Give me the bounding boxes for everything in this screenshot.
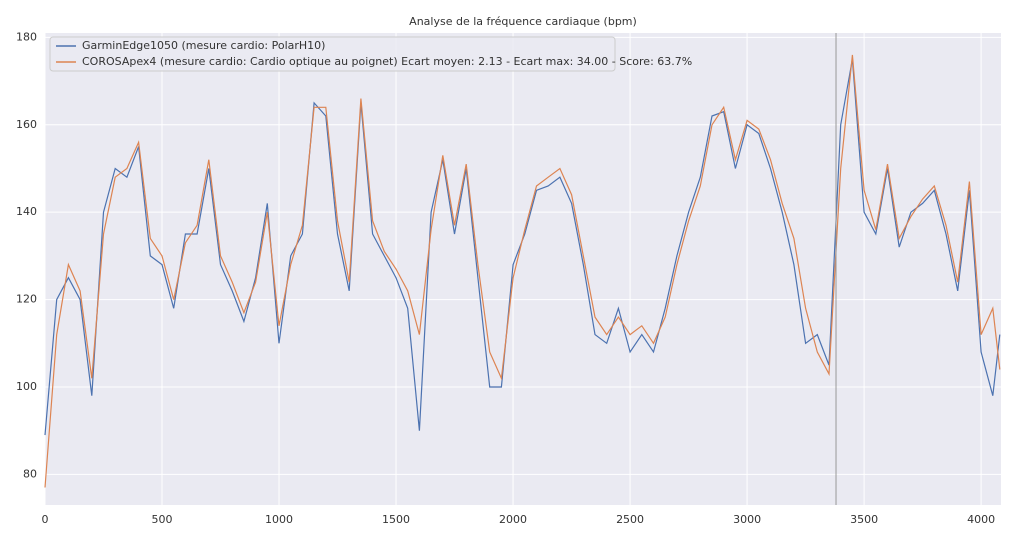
y-tick-label: 160 (16, 118, 37, 131)
series-line (44, 54, 1001, 488)
y-tick-label: 100 (16, 380, 37, 393)
series-line (44, 59, 1001, 436)
x-tick-label: 2500 (616, 513, 644, 526)
x-tick-label: 4000 (967, 513, 995, 526)
chart-title: Analyse de la fréquence cardiaque (bpm) (409, 15, 637, 28)
y-tick-label: 80 (23, 467, 37, 480)
y-tick-label: 180 (16, 30, 37, 43)
legend-label: COROSApex4 (mesure cardio: Cardio optiqu… (82, 55, 692, 68)
x-tick-label: 1000 (265, 513, 293, 526)
plot-area (45, 33, 1001, 505)
y-tick-label: 120 (16, 293, 37, 306)
legend-label: GarminEdge1050 (mesure cardio: PolarH10) (82, 39, 325, 52)
x-tick-label: 3000 (733, 513, 761, 526)
legend-box (49, 36, 616, 72)
y-tick-label: 140 (16, 205, 37, 218)
x-tick-label: 3500 (850, 513, 878, 526)
x-tick-label: 0 (42, 513, 49, 526)
x-tick-label: 2000 (499, 513, 527, 526)
x-tick-label: 1500 (382, 513, 410, 526)
x-tick-label: 500 (152, 513, 173, 526)
